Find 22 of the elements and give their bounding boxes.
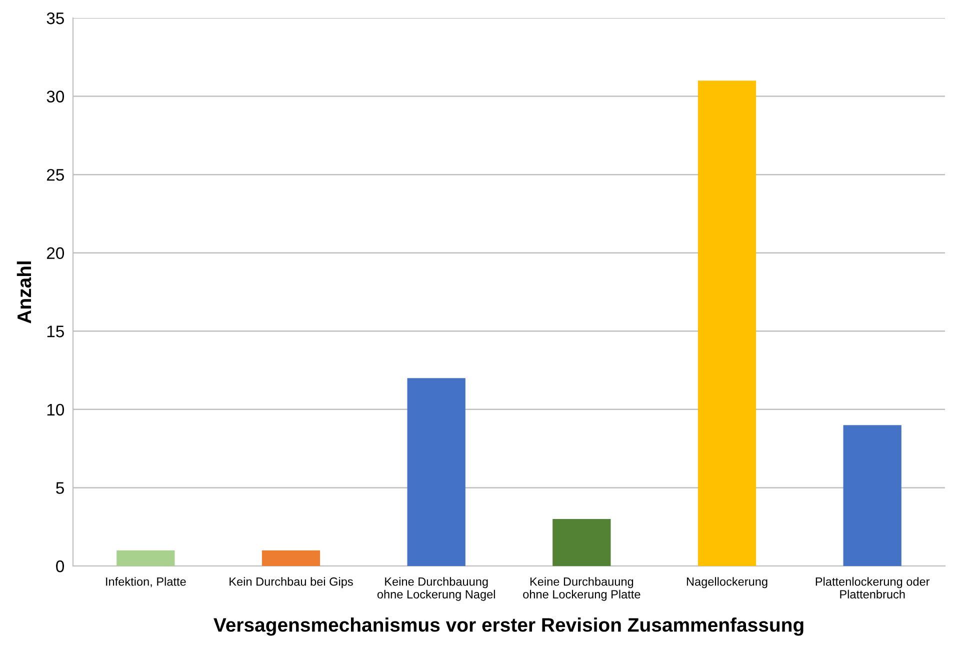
bar: [116, 550, 175, 566]
y-tick-label: 25: [46, 168, 64, 181]
y-tick-label: 5: [56, 482, 64, 494]
y-tick-label: 20: [46, 247, 64, 260]
y-tick-label: 0: [56, 560, 64, 572]
bar: [407, 378, 466, 566]
x-tick-label: Plattenlockerung oder Plattenbruch: [816, 577, 930, 598]
y-tick-label: 30: [46, 90, 64, 102]
bar: [843, 425, 902, 566]
y-tick-label: 10: [47, 404, 64, 416]
bar: [552, 519, 611, 566]
y-tick-label: 35: [46, 12, 64, 24]
y-axis-title: Anzahl: [16, 262, 32, 324]
y-tick-label: 15: [47, 326, 64, 338]
bar: [698, 80, 756, 566]
x-tick-label: Infektion, Platte: [106, 577, 186, 588]
x-tick-label: Keine Durchbauung ohne Lockerung Nagel: [377, 577, 495, 601]
x-tick-label: Nagellockerung: [686, 577, 768, 588]
x-tick-label: Kein Durchbau bei Gips: [230, 577, 353, 588]
bar: [262, 550, 320, 566]
x-axis-title: Versagensmechanismus vor erster Revision Zusammenfassung: [214, 618, 804, 636]
x-tick-label: Keine Durchbauung ohne Lockerung Platte: [523, 577, 640, 601]
